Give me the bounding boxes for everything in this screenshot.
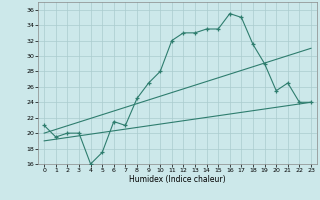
- X-axis label: Humidex (Indice chaleur): Humidex (Indice chaleur): [129, 175, 226, 184]
